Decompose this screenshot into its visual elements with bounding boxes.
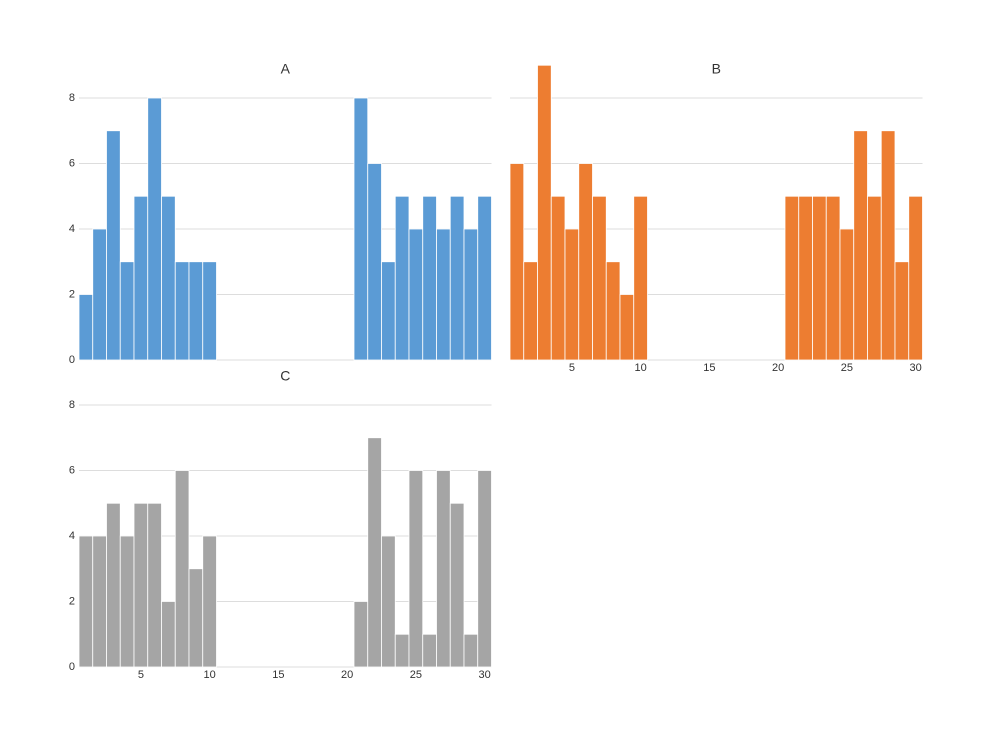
- bar: [381, 261, 396, 361]
- y-tick-label: 4: [69, 530, 75, 542]
- x-tick-label: 25: [410, 669, 422, 681]
- x-tick-label: 15: [703, 362, 715, 374]
- bar: [92, 535, 107, 668]
- y-tick-label: 0: [69, 354, 75, 366]
- x-tick-label: 20: [341, 669, 353, 681]
- bar: [812, 195, 827, 361]
- x-tick-label: 10: [204, 669, 216, 681]
- bar: [408, 470, 424, 668]
- bar: [394, 633, 410, 668]
- subplot-title: C: [280, 368, 290, 384]
- bar: [174, 470, 190, 668]
- bar: [119, 535, 135, 668]
- y-tick-label: 0: [69, 661, 75, 673]
- bar: [477, 470, 492, 668]
- bar: [367, 437, 382, 668]
- bar: [436, 228, 451, 361]
- y-tick-label: 8: [69, 92, 75, 104]
- bar: [353, 97, 369, 361]
- bar: [867, 195, 882, 361]
- y-tick-label: 8: [69, 399, 75, 411]
- x-tick-label: 5: [138, 669, 144, 681]
- bar: [133, 502, 149, 668]
- x-tick-label: 30: [910, 362, 922, 374]
- bar: [78, 535, 94, 668]
- bar: [537, 64, 552, 361]
- bar: [106, 502, 121, 668]
- bar: [106, 130, 121, 361]
- x-tick-label: 30: [479, 669, 491, 681]
- bar: [133, 195, 149, 361]
- x-tick-label: 5: [569, 362, 575, 374]
- bar: [436, 470, 451, 668]
- bar: [161, 601, 176, 668]
- bar: [509, 163, 525, 361]
- bar: [894, 261, 910, 361]
- bar: [605, 261, 621, 361]
- bar: [202, 535, 217, 668]
- bar: [119, 261, 135, 361]
- bar: [798, 195, 813, 361]
- bar: [92, 228, 107, 361]
- bar: [78, 294, 94, 361]
- x-tick-label: 25: [841, 362, 853, 374]
- y-tick-label: 6: [69, 157, 75, 169]
- bar: [394, 195, 410, 361]
- bar: [550, 195, 566, 361]
- bar: [161, 195, 176, 361]
- bar: [880, 130, 896, 361]
- subplot-title: A: [281, 61, 291, 77]
- bar: [825, 195, 841, 361]
- bar: [422, 195, 437, 361]
- bar: [174, 261, 190, 361]
- bar: [853, 130, 868, 361]
- bar: [422, 633, 437, 668]
- bar: [523, 261, 538, 361]
- bar: [408, 228, 424, 361]
- bar: [449, 195, 465, 361]
- x-tick-label: 20: [772, 362, 784, 374]
- bar: [564, 228, 580, 361]
- bar: [381, 535, 396, 668]
- x-tick-label: 15: [272, 669, 284, 681]
- x-tick-label: 10: [635, 362, 647, 374]
- bar: [908, 195, 923, 361]
- bar: [147, 97, 162, 361]
- bar: [188, 568, 204, 668]
- bar: [477, 195, 492, 361]
- bar: [578, 163, 593, 361]
- bar: [367, 163, 382, 361]
- bar: [784, 195, 800, 361]
- bar: [188, 261, 204, 361]
- y-tick-label: 6: [69, 464, 75, 476]
- subplot-title: B: [712, 61, 721, 77]
- bar: [633, 195, 648, 361]
- bar: [147, 502, 162, 668]
- bar: [592, 195, 607, 361]
- y-tick-label: 4: [69, 223, 75, 235]
- bar: [202, 261, 217, 361]
- y-tick-label: 2: [69, 288, 75, 300]
- y-tick-label: 2: [69, 595, 75, 607]
- bar: [619, 294, 635, 361]
- bar: [449, 502, 465, 668]
- bar: [463, 228, 479, 361]
- bar: [463, 633, 479, 668]
- bar: [353, 601, 369, 668]
- bar: [839, 228, 855, 361]
